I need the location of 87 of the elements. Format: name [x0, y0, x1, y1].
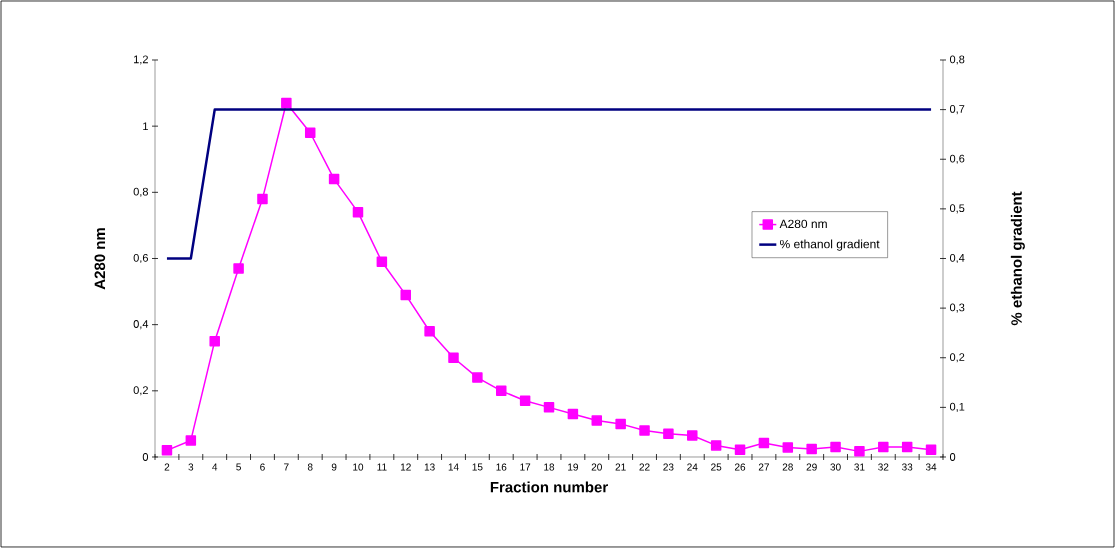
x-tick-label: 13	[424, 463, 435, 471]
point	[901, 441, 913, 453]
point	[567, 408, 579, 420]
y2-axis-title: % ethanol gradient	[1010, 191, 1025, 326]
x-tick-label: 11	[377, 463, 387, 471]
y-tick-label: 0,8	[133, 187, 148, 197]
y-tick-label: 0,6	[133, 253, 148, 264]
y-tick-label: 1,2	[134, 55, 148, 65]
point	[591, 415, 603, 426]
y2-tick-label: 0	[949, 453, 956, 461]
y-tick-label: 0,2	[133, 386, 148, 396]
point	[782, 442, 794, 453]
point	[352, 206, 364, 218]
y2-tick-label: 0,6	[949, 154, 965, 164]
point	[854, 446, 865, 457]
x-tick-label: 6	[260, 463, 265, 471]
point	[472, 372, 483, 383]
x-tick-label: 18	[544, 463, 555, 471]
x-tick-label: 16	[496, 463, 507, 471]
x-tick-label: 4	[212, 463, 218, 471]
x-tick-label: 21	[615, 463, 626, 471]
point	[424, 326, 435, 337]
y-tick-label: 1	[143, 122, 148, 130]
x-tick-label: 7	[284, 463, 289, 471]
point	[663, 428, 674, 440]
y2-tick-label: 0,7	[949, 105, 965, 115]
point	[161, 445, 173, 456]
point	[734, 444, 746, 455]
point	[878, 441, 889, 453]
x-tick-label: 2	[164, 463, 170, 471]
y-tick-label: 0,4	[133, 320, 149, 330]
point	[281, 97, 292, 109]
x-tick-label: 15	[472, 463, 483, 471]
x-tick-label: 31	[854, 463, 865, 471]
point	[806, 443, 817, 455]
x-tick-label: 17	[520, 463, 531, 471]
x-tick-label: 26	[734, 463, 746, 471]
point	[758, 437, 770, 449]
point	[209, 335, 220, 347]
legend-label: % ethanol gradient	[779, 239, 880, 251]
x-tick-label: 34	[925, 463, 937, 471]
x-tick-label: 14	[448, 463, 459, 471]
point	[925, 444, 937, 455]
point	[543, 402, 555, 413]
point	[519, 395, 531, 406]
x-axis-title: Fraction number	[490, 481, 608, 493]
x-tick-label: 27	[758, 463, 769, 471]
x-tick-label: 10	[353, 463, 364, 471]
x-tick-label: 3	[188, 463, 194, 471]
point	[830, 441, 841, 453]
x-tick-label: 5	[236, 463, 241, 471]
point	[710, 440, 722, 451]
legend-label: A280 nm	[779, 219, 827, 229]
point	[448, 352, 459, 363]
y2-tick-label: 0,5	[949, 204, 965, 214]
x-tick-label: 28	[782, 463, 793, 471]
y2-tick-label: 0,8	[949, 55, 965, 65]
point	[400, 289, 411, 301]
point	[687, 430, 698, 441]
y2-tick-label: 0,2	[949, 353, 965, 363]
x-tick-label: 12	[400, 463, 411, 471]
x-tick-label: 30	[830, 463, 841, 471]
point	[185, 435, 197, 446]
x-tick-label: 33	[902, 463, 913, 471]
point	[233, 263, 244, 274]
point	[376, 256, 388, 268]
point	[496, 385, 507, 397]
x-tick-label: 25	[711, 463, 722, 471]
x-tick-label: 20	[591, 463, 602, 471]
y2-tick-label: 0,4	[949, 253, 965, 264]
x-tick-label: 9	[331, 463, 337, 471]
point	[328, 173, 340, 185]
y-axis-title: A280 nm	[94, 228, 106, 290]
x-tick-label: 23	[663, 463, 674, 471]
x-tick-label: 19	[568, 463, 578, 471]
y2-tick-label: 0,3	[949, 303, 965, 313]
point	[257, 193, 268, 205]
x-tick-label: 32	[878, 463, 889, 471]
x-tick-label: 24	[687, 463, 698, 471]
point	[615, 418, 626, 430]
x-tick-label: 8	[307, 463, 313, 471]
point	[304, 127, 316, 139]
x-tick-label: 22	[639, 463, 650, 471]
y-tick-label: 0	[142, 453, 149, 461]
y2-tick-label: 0,1	[949, 402, 965, 412]
point	[639, 425, 650, 436]
x-tick-label: 29	[806, 463, 817, 471]
